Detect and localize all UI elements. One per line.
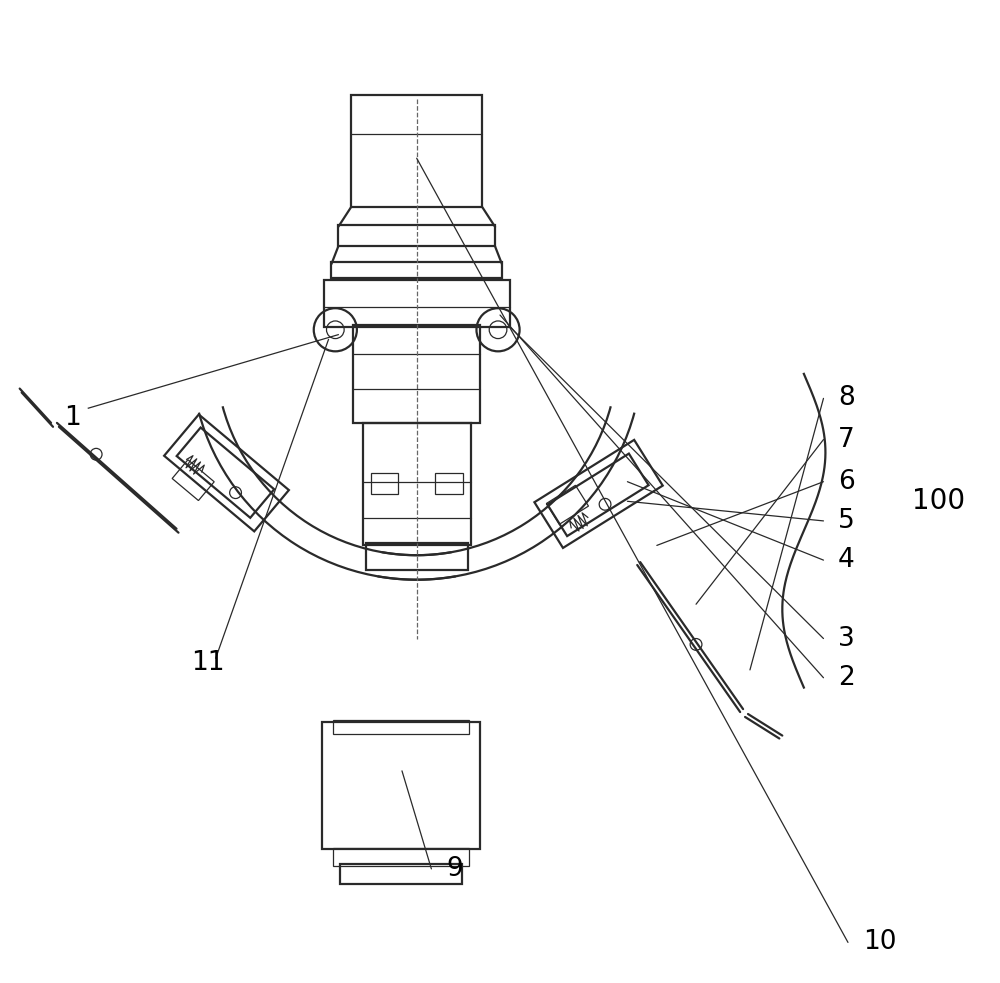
- Bar: [366, 544, 468, 570]
- Bar: [547, 453, 649, 536]
- Text: 1: 1: [64, 405, 81, 431]
- Text: 8: 8: [838, 385, 855, 411]
- Text: 3: 3: [838, 625, 855, 652]
- Text: 9: 9: [446, 856, 463, 882]
- Text: 4: 4: [838, 548, 855, 573]
- Text: 7: 7: [838, 427, 855, 452]
- Bar: [164, 415, 289, 532]
- Text: 10: 10: [863, 929, 896, 955]
- Bar: [363, 423, 471, 546]
- Bar: [172, 460, 214, 500]
- Bar: [331, 262, 502, 278]
- Text: 5: 5: [838, 508, 855, 534]
- Bar: [324, 280, 510, 326]
- Bar: [177, 428, 274, 518]
- Bar: [534, 439, 663, 548]
- Bar: [353, 324, 480, 423]
- Bar: [371, 473, 398, 494]
- Bar: [435, 473, 463, 494]
- Text: 6: 6: [838, 469, 855, 494]
- Bar: [546, 486, 588, 524]
- Bar: [340, 864, 462, 884]
- Bar: [351, 94, 482, 207]
- Bar: [333, 848, 469, 866]
- Text: 100: 100: [912, 488, 965, 515]
- Text: 11: 11: [191, 650, 225, 676]
- Text: 2: 2: [838, 665, 855, 691]
- Bar: [322, 722, 480, 849]
- Bar: [333, 720, 469, 733]
- Bar: [338, 225, 495, 247]
